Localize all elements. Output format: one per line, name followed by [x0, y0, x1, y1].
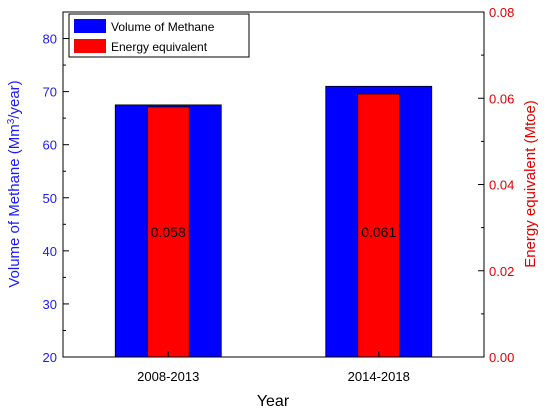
y-axis-right-title: Energy equivalent (Mtoe) — [522, 100, 539, 268]
x-axis-title: Year — [257, 393, 290, 410]
y-left-tick-label-6: 80 — [43, 32, 57, 47]
legend: Volume of Methane Energy equivalent — [68, 13, 250, 58]
x-tick-label-1: 2014-2018 — [348, 369, 410, 384]
x-tick-label-0: 2008-2013 — [137, 369, 199, 384]
y-left-tick-label-0: 20 — [43, 350, 57, 365]
legend-label-energy: Energy equivalent — [111, 40, 208, 54]
bar-energy-1 — [357, 93, 401, 358]
y-right-tick-label-1: 0.02 — [489, 264, 514, 279]
y-left-tick-label-5: 70 — [43, 85, 57, 100]
legend-swatch-energy — [74, 39, 106, 53]
legend-label-volume: Volume of Methane — [111, 20, 215, 34]
y-left-tick-label-4: 60 — [43, 138, 57, 153]
y-right-tick-label-0: 0.00 — [489, 350, 514, 365]
y-axis-left-title: Volume of Methane (Mm3/year) — [6, 80, 24, 287]
y-left-tick-label-3: 50 — [43, 191, 57, 206]
y-right-tick-label-3: 0.06 — [489, 91, 514, 106]
data-label-energy-0: 0.058 — [151, 224, 186, 240]
data-label-energy-1: 0.061 — [361, 224, 396, 240]
y-right-tick-label-4: 0.08 — [489, 5, 514, 20]
y-left-tick-label-1: 30 — [43, 297, 57, 312]
legend-swatch-volume — [74, 19, 106, 33]
y-left-tick-label-2: 40 — [43, 244, 57, 259]
y-right-tick-label-2: 0.04 — [489, 178, 514, 193]
bar-energy-0 — [146, 106, 190, 358]
